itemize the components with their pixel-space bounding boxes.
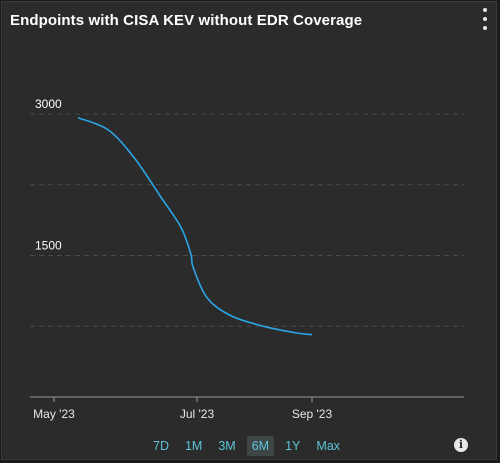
x-tick-label: May '23 (33, 407, 75, 421)
x-tick-label: Sep '23 (292, 407, 333, 421)
menu-dot (483, 8, 487, 12)
range-option-1m[interactable]: 1M (184, 439, 203, 453)
menu-dot (483, 17, 487, 21)
y-tick-label: 3000 (35, 97, 62, 111)
chart-title: Endpoints with CISA KEV without EDR Cove… (10, 12, 363, 29)
range-option-max[interactable]: Max (316, 439, 341, 453)
range-option-7d[interactable]: 7D (153, 439, 169, 453)
info-icon[interactable]: i (454, 438, 468, 452)
menu-dot (483, 26, 487, 30)
range-option-6m[interactable]: 6M (246, 436, 275, 456)
range-selector: 7D 1M 3M 6M 1Y Max (148, 435, 345, 457)
range-option-1y[interactable]: 1Y (285, 439, 301, 453)
y-tick-label: 1500 (35, 239, 62, 253)
x-tick-label: Jul '23 (180, 407, 215, 421)
series-line-0 (77, 117, 313, 336)
range-option-3m[interactable]: 3M (218, 439, 236, 453)
vertical-ellipsis-icon[interactable] (482, 8, 488, 30)
